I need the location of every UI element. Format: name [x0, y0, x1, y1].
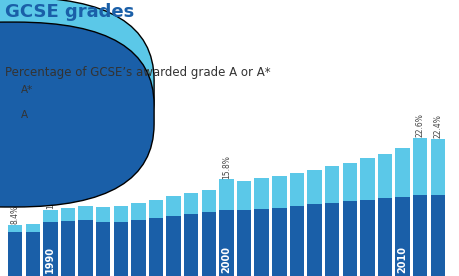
Bar: [184, 214, 198, 276]
Bar: [359, 200, 374, 276]
Bar: [307, 170, 321, 205]
Text: 1990: 1990: [45, 246, 55, 273]
Bar: [149, 200, 163, 218]
Bar: [61, 208, 75, 221]
Bar: [377, 198, 392, 276]
Bar: [26, 224, 40, 232]
Bar: [359, 158, 374, 200]
Bar: [113, 206, 128, 222]
Bar: [219, 179, 233, 210]
Text: 15.8%: 15.8%: [222, 155, 230, 179]
Bar: [307, 205, 321, 276]
Bar: [43, 210, 57, 222]
Bar: [412, 195, 426, 276]
Bar: [342, 201, 356, 276]
Bar: [271, 208, 286, 276]
Bar: [254, 209, 269, 276]
Bar: [43, 222, 57, 276]
Bar: [8, 225, 22, 232]
Bar: [96, 207, 110, 222]
Bar: [377, 154, 392, 198]
Bar: [113, 222, 128, 276]
Bar: [131, 220, 146, 276]
Bar: [324, 166, 339, 203]
Bar: [61, 221, 75, 276]
Bar: [412, 138, 426, 195]
Bar: [271, 176, 286, 208]
Text: A*: A*: [21, 85, 33, 95]
Bar: [149, 218, 163, 276]
Bar: [166, 196, 180, 216]
Bar: [78, 220, 93, 276]
Bar: [342, 163, 356, 201]
Bar: [131, 203, 146, 220]
Bar: [289, 206, 303, 276]
Bar: [26, 232, 40, 276]
Bar: [166, 216, 180, 276]
Text: 2000: 2000: [221, 246, 231, 273]
Bar: [201, 213, 216, 276]
Bar: [184, 193, 198, 214]
Bar: [219, 210, 233, 276]
Text: 8.4%: 8.4%: [11, 205, 20, 224]
Bar: [201, 190, 216, 213]
Text: 2010: 2010: [397, 246, 407, 273]
Bar: [236, 210, 251, 276]
Bar: [394, 148, 409, 197]
Bar: [394, 197, 409, 276]
Text: 22.4%: 22.4%: [432, 114, 442, 138]
Bar: [430, 139, 444, 195]
Bar: [430, 195, 444, 276]
Text: GCSE grades: GCSE grades: [5, 3, 134, 21]
Bar: [324, 203, 339, 276]
Bar: [254, 178, 269, 209]
Text: 10.8%: 10.8%: [46, 185, 55, 209]
Text: 22.6%: 22.6%: [415, 113, 424, 137]
Bar: [236, 181, 251, 210]
Bar: [78, 206, 93, 220]
Text: A: A: [21, 110, 28, 120]
Bar: [8, 232, 22, 276]
Text: Percentage of GCSE’s awarded grade A or A*: Percentage of GCSE’s awarded grade A or …: [5, 66, 269, 79]
Bar: [289, 173, 303, 206]
Bar: [96, 222, 110, 276]
